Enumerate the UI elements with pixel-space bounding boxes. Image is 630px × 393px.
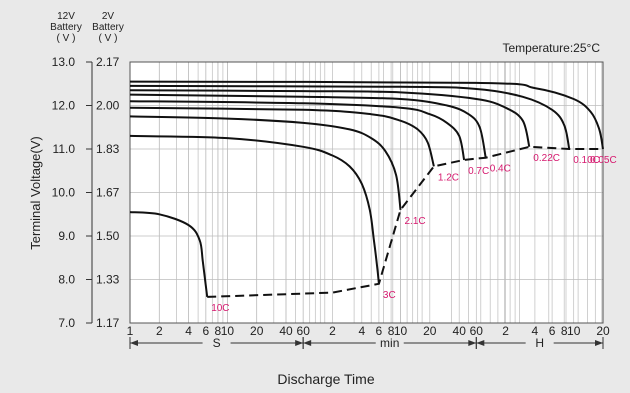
y-tick-label-2v: 1.67 xyxy=(96,186,120,200)
curve-label: 2.1C xyxy=(405,216,426,227)
y-tick-label-2v: 1.33 xyxy=(96,273,120,287)
curve-label: 10C xyxy=(211,303,229,314)
x-unit-arrowhead-right xyxy=(595,340,603,346)
x-unit-arrowhead-right xyxy=(468,340,477,346)
x-tick-label: 60 xyxy=(297,324,311,338)
header-2v-line2: Battery xyxy=(92,22,124,33)
x-tick-label: 1 xyxy=(127,324,134,338)
discharge-curve xyxy=(129,115,402,211)
curve-label: 0.10C xyxy=(573,155,600,166)
x-tick-label: 2 xyxy=(502,324,509,338)
x-unit-arrowhead-left xyxy=(130,340,138,346)
y-tick-labels-12v: 13.0 12.0 11.0 10.0 9.0 8.0 7.0 xyxy=(52,55,93,330)
x-unit-label-bg xyxy=(525,336,554,350)
curve-label: 1.2C xyxy=(438,172,459,183)
y-tick-label-12v: 7.0 xyxy=(58,316,75,330)
header-2v-line3: ( V ) xyxy=(99,33,118,44)
y-tick-label-2v: 1.17 xyxy=(96,316,120,330)
discharge-curve xyxy=(129,80,604,150)
x-unit-label: min xyxy=(380,336,399,350)
header-12v-line3: ( V ) xyxy=(57,33,76,44)
x-tick-label: 4 xyxy=(532,324,539,338)
discharge-curve xyxy=(129,100,466,161)
x-tick-label: 8 xyxy=(388,324,395,338)
temperature-annotation: Temperature:25°C xyxy=(502,41,600,55)
discharge-curve xyxy=(129,89,531,148)
header-12v-line1: 12V xyxy=(57,11,75,22)
curve-label: 0.7C xyxy=(468,166,489,177)
x-tick-label: 6 xyxy=(202,324,209,338)
x-tick-label: 10 xyxy=(394,324,408,338)
x-unit-arrowhead-left xyxy=(476,340,485,346)
curve-label: 0.22C xyxy=(533,153,560,164)
y-tick-label-2v: 2.00 xyxy=(96,99,120,113)
x-unit-arrowhead-right xyxy=(295,340,304,346)
x-tick-label: 20 xyxy=(250,324,264,338)
plot-border xyxy=(129,61,604,324)
x-axis-label: Discharge Time xyxy=(277,371,374,387)
x-tick-label: 20 xyxy=(596,324,610,338)
y-axis-label: Terminal Voltage(V) xyxy=(28,136,43,249)
y-tick-label-12v: 10.0 xyxy=(52,186,76,200)
curve-label: 0.4C xyxy=(490,164,511,175)
x-unit-label: H xyxy=(535,336,544,350)
x-tick-label: 4 xyxy=(358,324,365,338)
x-tick-label: 10 xyxy=(221,324,235,338)
y-tick-label-12v: 8.0 xyxy=(58,273,75,287)
y-tick-label-2v: 1.83 xyxy=(96,142,120,156)
header-12v-line2: Battery xyxy=(50,22,82,33)
x-unit-label-bg xyxy=(202,336,231,350)
x-tick-label: 8 xyxy=(561,324,568,338)
discharge-curve xyxy=(129,93,487,158)
curve-label: 0.05C xyxy=(590,155,617,166)
x-tick-label: 4 xyxy=(185,324,192,338)
y-tick-label-12v: 13.0 xyxy=(52,55,76,69)
x-tick-label: 2 xyxy=(329,324,336,338)
discharge-curve xyxy=(129,84,571,150)
x-unit-label: S xyxy=(213,336,221,350)
header-2v-line1: 2V xyxy=(102,11,115,22)
discharge-curve xyxy=(129,106,435,167)
curve-label: 3C xyxy=(383,290,396,301)
x-tick-label: 40 xyxy=(453,324,467,338)
y-tick-label-2v: 1.50 xyxy=(96,229,120,243)
x-tick-label: 2 xyxy=(156,324,163,338)
y-tick-label-12v: 12.0 xyxy=(52,99,76,113)
y-tick-label-2v: 2.17 xyxy=(96,55,120,69)
x-tick-label: 20 xyxy=(423,324,437,338)
x-unit-label-bg xyxy=(375,336,404,350)
y-tick-labels-2v: 2.17 2.00 1.83 1.67 1.50 1.33 1.17 xyxy=(96,55,120,330)
x-tick-label: 60 xyxy=(470,324,484,338)
x-tick-label: 6 xyxy=(549,324,556,338)
x-tick-label: 8 xyxy=(215,324,222,338)
x-tick-label: 40 xyxy=(279,324,293,338)
discharge-curve xyxy=(129,211,209,298)
cutoff-dashed-line xyxy=(207,145,603,298)
y-tick-label-12v: 9.0 xyxy=(58,229,75,243)
x-unit-arrowhead-left xyxy=(303,340,312,346)
x-tick-labels: 1 2 4 6 8 10 20 40 60 2 4 6 8 10 20 40 60 2 4 6 8 10 20 xyxy=(127,324,610,338)
x-tick-label: 10 xyxy=(567,324,581,338)
y-tick-label-12v: 11.0 xyxy=(53,142,76,156)
discharge-curve xyxy=(129,134,380,284)
curves-layer xyxy=(129,80,604,298)
x-tick-label: 6 xyxy=(376,324,383,338)
